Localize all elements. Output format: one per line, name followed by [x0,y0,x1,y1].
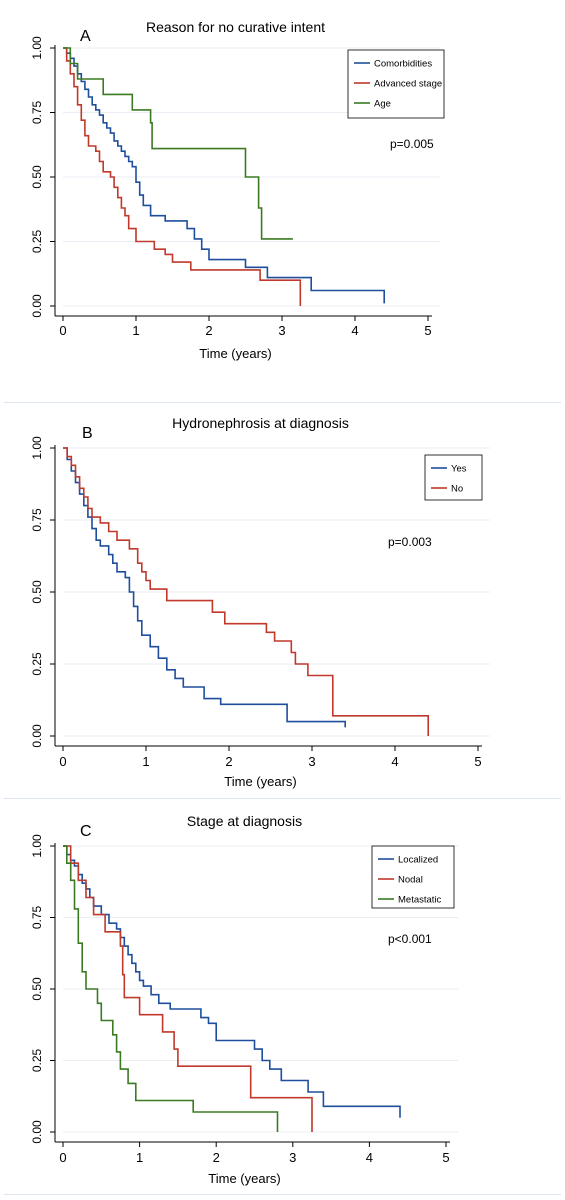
chart-c-y-tick-label: 0.50 [30,977,44,1001]
chart-b-y-tick-label: 1.00 [30,436,44,460]
chart-a-x-axis-label: Time (years) [199,346,271,361]
chart-b-legend-label: No [451,484,463,495]
chart-c-legend-label: Nodal [398,875,423,886]
chart-b-x-tick-label: 3 [308,754,315,769]
chart-b-series-no [63,447,429,736]
chart-a-y-tick-label: 0.75 [30,100,44,124]
chart-b-series-yes [63,447,346,728]
chart-c-legend [371,845,455,909]
chart-c-x-tick-label: 1 [136,1150,143,1165]
chart-b-x-tick-label: 1 [142,754,149,769]
chart-b-y-tick-label: 0.00 [30,724,44,748]
chart-b-y-tick-label: 0.25 [30,652,44,676]
chart-a-y-tick-label: 1.00 [30,36,44,60]
chart-panel-c: 0.00 0.25 0.50 0.75 1.00 0 1 2 3 4 5 Time (years) St… [0,800,565,1194]
chart-b-legend-label: Yes [451,464,467,475]
chart-a-x-tick-label: 0 [59,323,66,338]
chart-b-x-tick-label: 5 [474,754,481,769]
chart-c-x-tick-label: 3 [289,1150,296,1165]
chart-b-title: Hydronephrosis at diagnosis [172,415,349,431]
chart-c-title: Stage at diagnosis [187,813,302,829]
chart-a-x-tick-label: 4 [351,323,358,338]
chart-b-x-tick-label: 4 [391,754,398,769]
chart-panel-a: 0.00 0.25 0.50 0.75 1.00 0 1 2 3 4 5 Time (years) Re… [0,0,565,400]
chart-c-y-tick-label: 1.00 [30,834,44,858]
chart-b-p-value: p=0.003 [388,535,432,549]
chart-a-y-tick-label: 0.50 [30,165,44,189]
chart-b-panel-label: B [82,425,93,442]
chart-c: 0.00 0.25 0.50 0.75 1.00 0 1 2 3 4 5 Time (years) St… [30,813,458,1186]
chart-a-legend [347,49,445,119]
chart-c-series-localized [63,845,401,1118]
chart-c-legend-label: Localized [398,855,438,866]
chart-a: 0.00 0.25 0.50 0.75 1.00 0 1 2 3 4 5 Time (years) Re… [30,19,445,361]
chart-c-panel-label: C [80,823,92,840]
chart-a-legend-label: Advanced stage [374,79,442,90]
chart-a-legend-label: Age [374,99,391,110]
chart-panel-b: 0.00 0.25 0.50 0.75 1.00 0 1 2 3 4 5 Time (years) Hy… [0,403,565,798]
chart-b: 0.00 0.25 0.50 0.75 1.00 0 1 2 3 4 5 Time (years) Hy… [30,415,490,789]
chart-b-y-tick-label: 0.75 [30,508,44,532]
chart-c-series-nodal [63,845,313,1132]
chart-a-x-tick-label: 2 [205,323,212,338]
chart-c-x-tick-label: 5 [442,1150,449,1165]
chart-c-y-tick-label: 0.75 [30,905,44,929]
chart-a-series-age [63,47,293,240]
chart-a-series-advanced-stage [63,47,302,306]
chart-c-y-tick-label: 0.25 [30,1048,44,1072]
chart-c-x-axis-label: Time (years) [208,1171,280,1186]
chart-a-title: Reason for no curative intent [146,19,325,35]
chart-a-x-tick-label: 3 [278,323,285,338]
chart-a-panel-label: A [80,28,91,45]
chart-a-x-tick-label: 1 [132,323,139,338]
chart-a-series-comorbidities [63,47,385,304]
chart-b-x-tick-label: 2 [225,754,232,769]
chart-b-legend [424,454,483,501]
chart-a-y-tick-label: 0.00 [30,294,44,318]
chart-a-legend-label: Comorbidities [374,59,432,70]
chart-c-legend-label: Metastatic [398,895,442,906]
chart-b-x-axis-label: Time (years) [224,774,296,789]
chart-c-x-tick-label: 4 [366,1150,373,1165]
chart-c-y-tick-label: 0.00 [30,1120,44,1144]
chart-c-p-value: p<0.001 [388,932,432,946]
chart-b-y-tick-label: 0.50 [30,580,44,604]
chart-c-series-metastatic [63,845,279,1132]
chart-a-x-tick-label: 5 [424,323,431,338]
chart-a-p-value: p=0.005 [390,137,434,151]
chart-a-y-tick-label: 0.25 [30,229,44,253]
chart-c-x-tick-label: 2 [213,1150,220,1165]
chart-c-x-tick-label: 0 [59,1150,66,1165]
chart-b-x-tick-label: 0 [59,754,66,769]
